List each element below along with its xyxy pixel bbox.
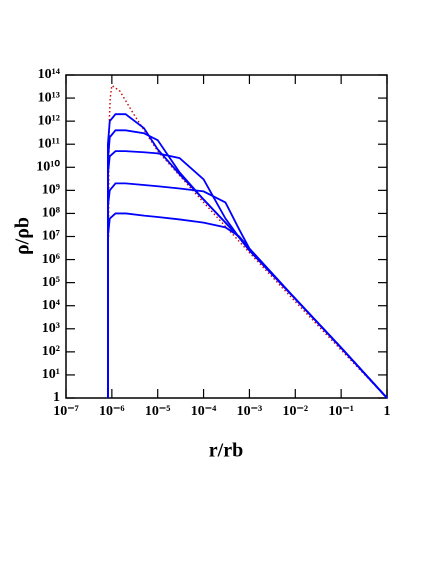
x-tick-label: 10⁻³ xyxy=(237,404,263,419)
y-tick-label: 10¹² xyxy=(38,113,60,128)
y-tick-label: 10⁴ xyxy=(42,298,61,313)
y-tick-label: 1 xyxy=(53,390,60,405)
x-tick-label: 10⁻⁴ xyxy=(191,404,217,419)
x-tick-label: 10⁻¹ xyxy=(328,404,354,419)
y-tick-label: 10⁶ xyxy=(42,252,60,267)
y-tick-label: 10¹⁴ xyxy=(38,67,61,82)
data-line xyxy=(107,150,388,399)
data-line xyxy=(107,113,388,399)
y-tick-label: 10¹³ xyxy=(38,90,60,105)
y-tick-label: 10¹⁰ xyxy=(36,160,60,175)
x-axis-label: r/rb xyxy=(209,440,243,462)
y-tick-label: 10⁵ xyxy=(42,275,60,290)
y-tick-label: 10³ xyxy=(42,321,60,336)
x-tick-label: 1 xyxy=(384,404,391,419)
x-tick-label: 10⁻² xyxy=(282,404,308,419)
y-tick-label: 10¹ xyxy=(42,367,60,382)
y-tick-label: 10¹¹ xyxy=(38,136,60,151)
y-axis-label: ρ/ρb xyxy=(12,217,34,255)
y-tick-label: 10² xyxy=(42,344,60,359)
x-tick-label: 10⁻⁵ xyxy=(145,404,171,419)
x-tick-label: 10⁻⁶ xyxy=(99,404,125,419)
plot-frame xyxy=(65,74,388,399)
data-line xyxy=(107,212,388,399)
x-tick-label: 10⁻⁷ xyxy=(53,404,79,419)
y-tick-label: 10⁹ xyxy=(42,183,60,198)
data-line xyxy=(107,129,388,399)
y-tick-label: 10⁷ xyxy=(42,229,60,244)
y-tick-label: 10⁸ xyxy=(42,206,60,221)
